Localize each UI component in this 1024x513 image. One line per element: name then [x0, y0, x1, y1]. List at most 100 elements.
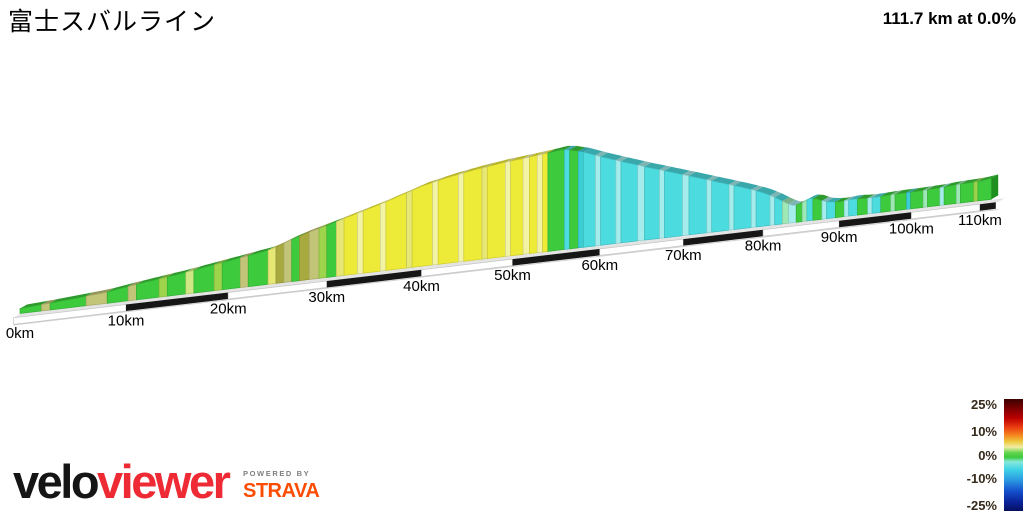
- gradient-segment: [682, 174, 690, 237]
- gradient-segment: [769, 194, 776, 226]
- segment-top-face: [167, 268, 193, 277]
- gradient-segment: [569, 149, 579, 250]
- x-axis-tick-label: 70km: [665, 247, 702, 264]
- segment-top-face: [50, 292, 94, 304]
- segment-top-face: [547, 145, 572, 153]
- segment-top-face: [711, 176, 737, 185]
- legend-tick-label: -10%: [966, 471, 997, 486]
- platform-top-face: [13, 198, 1005, 318]
- gradient-segment: [867, 197, 873, 215]
- gradient-segment: [564, 149, 571, 250]
- segment-top-face: [222, 253, 248, 263]
- segment-top-face: [432, 176, 446, 183]
- gradient-segment: [505, 160, 512, 257]
- segment-top-face: [240, 251, 256, 258]
- segment-top-face: [482, 162, 495, 168]
- x-axis-tick-label: 20km: [210, 301, 247, 318]
- segment-top-face: [751, 185, 764, 191]
- x-axis-tick-label: 10km: [108, 313, 145, 330]
- gradient-segment: [299, 231, 310, 282]
- gradient-segment: [843, 199, 850, 217]
- segment-top-face: [689, 171, 714, 180]
- gradient-segment: [826, 201, 836, 220]
- segment-top-face: [844, 196, 856, 201]
- veloviewer-logo-velo: velo: [13, 455, 100, 508]
- segment-top-face: [756, 186, 778, 196]
- gradient-segment: [782, 200, 789, 225]
- gradient-segment: [247, 249, 269, 288]
- veloviewer-logo: veloviewer: [13, 455, 231, 508]
- segment-top-face: [960, 178, 981, 185]
- segment-top-face: [734, 181, 759, 190]
- gradient-segment: [880, 194, 892, 213]
- gradient-segment: [659, 169, 665, 239]
- segment-top-face: [159, 272, 175, 279]
- strava-logo: STRAVA: [243, 480, 320, 502]
- segment-top-face: [910, 186, 931, 193]
- platform-front-block: [326, 269, 422, 288]
- segment-top-face: [578, 147, 591, 153]
- gradient-segment: [487, 161, 506, 259]
- gradient-segment: [927, 187, 941, 208]
- segment-top-face: [956, 180, 968, 185]
- segment-top-face: [822, 196, 834, 202]
- segment-top-face: [664, 166, 690, 175]
- segment-top-face: [973, 177, 985, 183]
- segment-top-face: [927, 183, 947, 190]
- x-axis-tick-label: 0km: [6, 325, 34, 342]
- segment-top-face: [788, 199, 804, 206]
- gradient-segment: [379, 201, 387, 272]
- gradient-segment: [510, 158, 524, 257]
- gradient-segment: [158, 276, 168, 298]
- platform-front-block: [979, 202, 996, 211]
- veloviewer-logo-viewer: viewer: [97, 455, 231, 508]
- segment-top-face: [569, 145, 586, 152]
- gradient-segment: [357, 210, 364, 275]
- gradient-segment: [343, 212, 358, 276]
- segment-top-face: [487, 158, 513, 167]
- segment-top-face: [895, 188, 914, 195]
- legend-tick-label: -25%: [966, 498, 997, 513]
- segment-top-face: [600, 152, 623, 161]
- segment-top-face: [774, 193, 790, 202]
- segment-top-face: [185, 266, 201, 273]
- segment-top-face: [835, 196, 852, 202]
- gradient-segment: [939, 186, 945, 206]
- x-axis-tick-label: 30km: [308, 289, 345, 306]
- segment-top-face: [458, 168, 471, 175]
- gradient-segment: [615, 159, 622, 244]
- gradient-segment: [637, 164, 645, 242]
- segment-top-face: [86, 288, 115, 297]
- segment-top-face: [510, 154, 531, 162]
- gradient-segment: [733, 185, 752, 230]
- segment-top-face: [872, 192, 888, 198]
- gradient-segment: [432, 180, 439, 266]
- gradient-segment: [458, 172, 465, 263]
- gradient-segment: [973, 181, 979, 202]
- segment-top-face: [812, 194, 829, 201]
- gradient-segment: [318, 225, 328, 279]
- gradient-segment: [751, 189, 757, 228]
- gradient-segment: [620, 160, 639, 244]
- gradient-segment: [283, 238, 293, 283]
- gradient-segment: [577, 150, 584, 249]
- gradient-segment: [481, 166, 488, 260]
- legend-tick-label: 0%: [978, 448, 997, 463]
- gradient-segment: [411, 182, 433, 268]
- segment-top-face: [944, 180, 964, 188]
- gradient-segment: [536, 153, 543, 254]
- segment-top-face: [537, 150, 550, 156]
- gradient-segment: [801, 199, 808, 222]
- gradient-segment: [326, 221, 337, 278]
- gradient-segment: [595, 154, 601, 247]
- segment-top-face: [529, 151, 545, 158]
- gradient-segment: [774, 196, 783, 226]
- gradient-segment: [644, 166, 660, 241]
- gradient-segment: [542, 152, 549, 253]
- gradient-segment: [547, 149, 565, 252]
- gradient-segment: [308, 227, 320, 280]
- gradient-segment: [806, 198, 814, 222]
- gradient-segment: [922, 189, 928, 208]
- segment-top-face: [729, 180, 741, 186]
- distance-gradient-summary: 111.7 km at 0.0%: [882, 9, 1016, 28]
